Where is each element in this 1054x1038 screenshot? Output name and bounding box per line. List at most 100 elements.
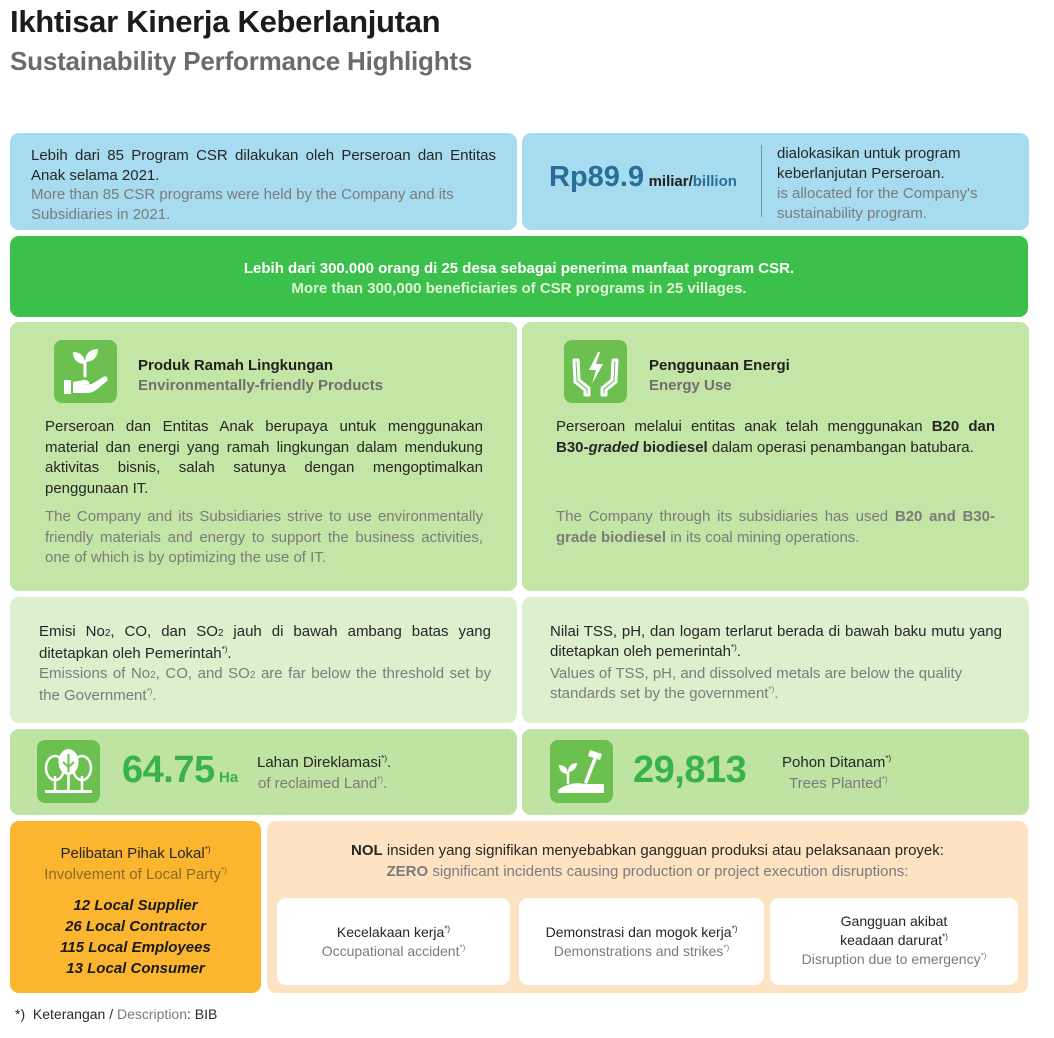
reclaimed-land-label-en-dot: . — [383, 775, 388, 792]
reclaimed-land-label-id-text: Lahan Direklamasi — [257, 754, 382, 771]
incident-card-id-line1: Gangguan akibat — [840, 913, 948, 929]
incident-card-id-text: Demonstrasi dan mogok kerja — [545, 924, 732, 940]
trees-planted-value: 29,813 — [633, 749, 747, 791]
incident-card-id-text: Kecelakaan kerja — [336, 924, 445, 940]
csr-budget-unit-id: miliar/ — [648, 173, 693, 190]
emissions-panel: Emisi No2, CO, dan SO2 jauh di bawah amb… — [10, 597, 517, 723]
energy-use-title-id: Penggunaan Energi — [649, 357, 790, 374]
csr-programs-panel: Lebih dari 85 Program CSR dilakukan oleh… — [10, 133, 517, 230]
incident-card-en: Demonstrations and strikes*) — [519, 941, 764, 961]
page-title: Ikhtisar Kinerja Keberlanjutan — [10, 4, 441, 39]
csr-budget-text-id: dialokasikan untuk program keberlanjutan… — [777, 145, 961, 182]
local-party-title-id-mark: *) — [204, 845, 211, 854]
zero-incidents-head-en-bold: ZERO — [386, 863, 429, 880]
incident-card-emergency: Gangguan akibat keadaan darurat*) Disrup… — [770, 898, 1018, 985]
csr-budget-unit-en: billion — [692, 173, 737, 190]
incident-card-mark: *) — [444, 924, 451, 934]
emissions-en-part2: , CO, and SO — [155, 665, 250, 682]
trees-planted-label-id: Pohon Ditanam*) — [782, 753, 891, 773]
energy-use-body-en-part1: The Company through its subsidiaries has… — [556, 508, 895, 525]
local-party-title-en-text: Involvement of Local Party — [44, 866, 221, 883]
trees-planted-label-en: Trees Planted*) — [789, 774, 888, 794]
energy-use-body-id-bold1: B20 dan B30- — [556, 418, 995, 456]
energy-use-body-en-bold: B20 and B30-grade biodiesel — [556, 508, 995, 546]
forest-icon — [37, 740, 100, 803]
eco-products-title-en: Environmentally-friendly Products — [138, 377, 384, 394]
trees-planted-label-en-text: Trees Planted — [789, 775, 882, 792]
shovel-sapling-icon — [550, 740, 613, 803]
water-id-mark: *) — [730, 643, 737, 652]
incident-card-id: Kecelakaan kerja*) — [277, 922, 510, 942]
emissions-en-mark: *) — [146, 687, 153, 696]
reclaimed-land-label-en-mark: *) — [377, 775, 384, 784]
water-en-text: Values of TSS, pH, and dissolved metals … — [550, 665, 963, 702]
incident-card-mark: *) — [723, 943, 730, 953]
reclaimed-land-panel: 64.75 Ha Lahan Direklamasi *). of reclaim… — [10, 729, 517, 815]
emissions-en-dot: . — [152, 687, 157, 704]
footnote-mark: *) — [15, 1006, 26, 1022]
zero-incidents-head-id-text: insiden yang signifikan menyebabkan gang… — [382, 842, 944, 859]
water-text-id: Nilai TSS, pH, dan logam terlarut berada… — [550, 622, 1002, 662]
zero-incidents-head-en-text: significant incidents causing production… — [428, 863, 909, 880]
incident-card-mark: *) — [942, 932, 948, 942]
energy-use-title-en: Energy Use — [649, 377, 732, 394]
reclaimed-land-value: 64.75 — [122, 749, 215, 791]
emissions-en-sub2: 2 — [249, 670, 256, 681]
local-party-title-en: Involvement of Local Party*) — [10, 865, 261, 885]
local-party-title-id: Pelibatan Pihak Lokal*) — [10, 844, 261, 864]
emissions-en-part3: are far below the threshold set by the G… — [39, 665, 491, 704]
reclaimed-land-label-en-text: of reclaimed Land — [258, 775, 378, 792]
energy-use-body-en: The Company through its subsidiaries has… — [556, 507, 995, 548]
incident-card-en-text: Demonstrations and strikes — [553, 943, 724, 959]
water-en-dot: . — [774, 685, 779, 702]
local-party-title-en-mark: *) — [220, 866, 227, 875]
emissions-en-sub1: 2 — [150, 670, 156, 681]
incident-card-en: Disruption due to emergency*) — [770, 949, 1018, 969]
energy-use-body-id-bold2: biodiesel — [638, 438, 708, 456]
emissions-id-part3: jauh di bawah ambang batas yang ditetapk… — [39, 623, 491, 662]
emissions-id-sub2: 2 — [217, 628, 224, 639]
beneficiaries-text-en: More than 300,000 beneficiaries of CSR p… — [291, 280, 747, 297]
trees-planted-label-en-mark: *) — [881, 775, 888, 784]
zero-incidents-head-en: ZERO significant incidents causing produ… — [267, 862, 1028, 882]
water-en-mark: *) — [768, 685, 775, 694]
reclaimed-land-unit: Ha — [219, 769, 239, 786]
energy-use-body-id-part1: Perseroan melalui entitas anak telah men… — [556, 418, 932, 435]
csr-budget-amount-group: Rp89.9 miliar/billion — [549, 161, 737, 194]
energy-use-panel: Penggunaan Energi Energy Use Perseroan m… — [522, 322, 1029, 591]
zero-incidents-head-id-bold: NOL — [351, 842, 383, 859]
water-id-text: Nilai TSS, pH, dan logam terlarut berada… — [550, 623, 1002, 660]
emissions-id-part2: , CO, dan SO — [110, 623, 218, 640]
emissions-id-part1: Emisi No — [39, 623, 105, 640]
incident-card-id-line2: keadaan darurat*) — [770, 930, 1018, 950]
csr-budget-text-en: is allocated for the Company's sustainab… — [777, 185, 978, 222]
local-party-item: 13 Local Consumer — [66, 960, 205, 977]
energy-use-body-id-bold-italic: graded — [588, 438, 639, 456]
incident-card-id-text: keadaan darurat — [840, 932, 943, 948]
footnote-label-en: Description — [116, 1006, 187, 1022]
eco-products-body-id: Perseroan dan Entitas Anak berupaya untu… — [45, 418, 483, 498]
trees-planted-label-id-mark: *) — [885, 754, 892, 763]
incident-card-mark: *) — [459, 943, 466, 953]
incident-card-en: Occupational accident*) — [277, 941, 510, 961]
incident-card-en-text: Occupational accident — [321, 943, 460, 959]
footnote-value: : BIB — [187, 1006, 218, 1022]
emissions-id-mark: *) — [221, 645, 228, 654]
eco-products-body-en: The Company and its Subsidiaries strive … — [45, 508, 483, 567]
energy-use-body-en-part2: in its coal mining operations. — [666, 528, 860, 546]
eco-products-panel: Produk Ramah Lingkungan Environmentally-… — [10, 322, 517, 591]
zero-incidents-panel: NOL insiden yang signifikan menyebabkan … — [267, 821, 1028, 993]
trees-planted-label-id-text: Pohon Ditanam — [782, 754, 886, 771]
local-party-item: 12 Local Supplier — [73, 897, 198, 914]
csr-budget-panel: Rp89.9 miliar/billion dialokasikan untuk… — [522, 133, 1029, 230]
reclaimed-land-label-en: of reclaimed Land*). — [258, 774, 387, 794]
incident-card-en-text: Disruption due to emergency — [801, 951, 981, 967]
zero-incidents-head-id: NOL insiden yang signifikan menyebabkan … — [267, 841, 1028, 861]
emissions-text-en: Emissions of No2, CO, and SO2 are far be… — [39, 664, 491, 706]
eco-products-title-id: Produk Ramah Lingkungan — [138, 357, 334, 374]
emissions-id-dot: . — [227, 645, 232, 662]
emissions-id-sub1: 2 — [104, 628, 111, 639]
csr-budget-divider — [761, 145, 762, 217]
incident-card-occupational: Kecelakaan kerja*) Occupational accident… — [277, 898, 510, 985]
emissions-en-part1: Emissions of No — [39, 665, 151, 682]
